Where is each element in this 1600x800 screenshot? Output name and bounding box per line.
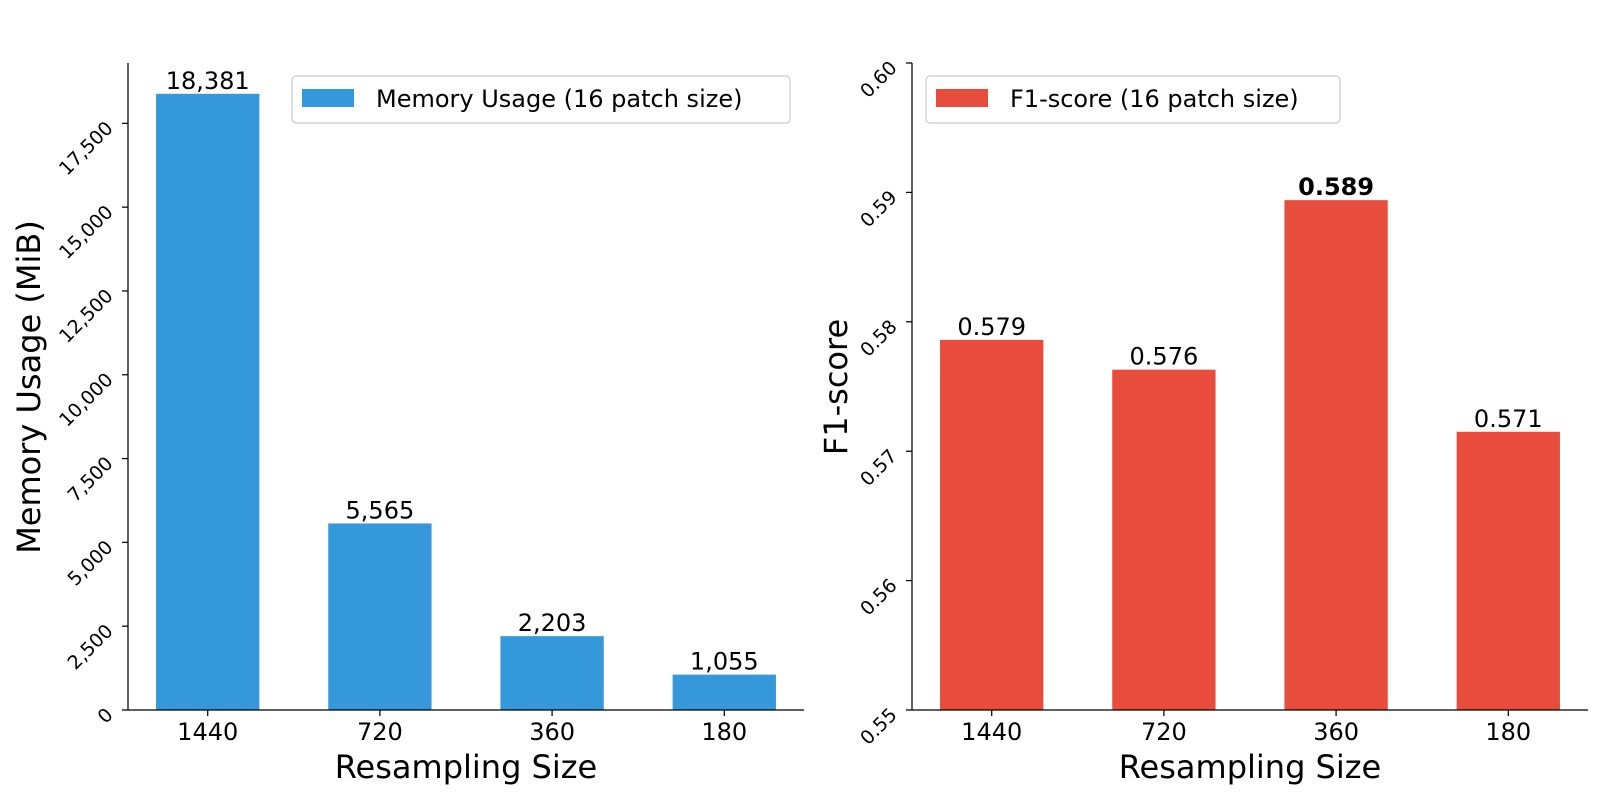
- bar: [500, 636, 604, 710]
- bar: [940, 339, 1044, 710]
- f1-bars: [940, 200, 1560, 710]
- f1-bar-labels: 0.579 0.576 0.589 0.571: [957, 173, 1542, 433]
- bar: [156, 93, 260, 711]
- bar-value-label: 0.589: [1298, 173, 1374, 201]
- bar-value-label: 18,381: [166, 67, 250, 95]
- bar: [1284, 200, 1388, 710]
- f1-legend: F1-score (16 patch size): [925, 75, 1341, 124]
- f1-y-axis-title: F1-score: [817, 319, 855, 455]
- bar: [1456, 431, 1560, 710]
- f1-legend-box: [925, 75, 1341, 124]
- x-tick-label: 180: [701, 718, 747, 746]
- x-tick-label: 1440: [177, 718, 238, 746]
- memory-legend-swatch: [302, 89, 354, 107]
- f1-legend-label: F1-score (16 patch size): [1010, 85, 1299, 113]
- x-tick-label: 720: [1141, 718, 1187, 746]
- bar-value-label: 2,203: [518, 609, 587, 637]
- f1-legend-swatch: [936, 89, 988, 107]
- f1-x-ticks: 1440 720 360 180: [961, 710, 1531, 746]
- memory-legend: Memory Usage (16 patch size): [291, 75, 791, 124]
- memory-legend-label: Memory Usage (16 patch size): [376, 85, 742, 113]
- memory-x-ticks: 1440 720 360 180: [177, 710, 747, 746]
- bar-value-label: 0.571: [1474, 405, 1543, 433]
- x-tick-label: 360: [1313, 718, 1359, 746]
- memory-x-axis-title: Resampling Size: [335, 748, 597, 786]
- bar-value-label: 5,565: [346, 496, 415, 524]
- f1-x-axis-title: Resampling Size: [1119, 748, 1381, 786]
- memory-y-axis-title: Memory Usage (MiB): [10, 220, 48, 554]
- bar: [1112, 369, 1216, 710]
- memory-bars: [156, 93, 776, 711]
- x-tick-label: 360: [529, 718, 575, 746]
- x-tick-label: 1440: [961, 718, 1022, 746]
- x-tick-label: 180: [1485, 718, 1531, 746]
- bar-value-label: 1,055: [690, 648, 759, 676]
- x-tick-label: 720: [357, 718, 403, 746]
- memory-legend-box: [291, 75, 791, 124]
- bar-value-label: 0.576: [1130, 343, 1199, 371]
- bar: [672, 674, 776, 710]
- bar: [328, 523, 432, 710]
- memory-bar-labels: 18,381 5,565 2,203 1,055: [166, 67, 759, 676]
- bar-value-label: 0.579: [957, 313, 1026, 341]
